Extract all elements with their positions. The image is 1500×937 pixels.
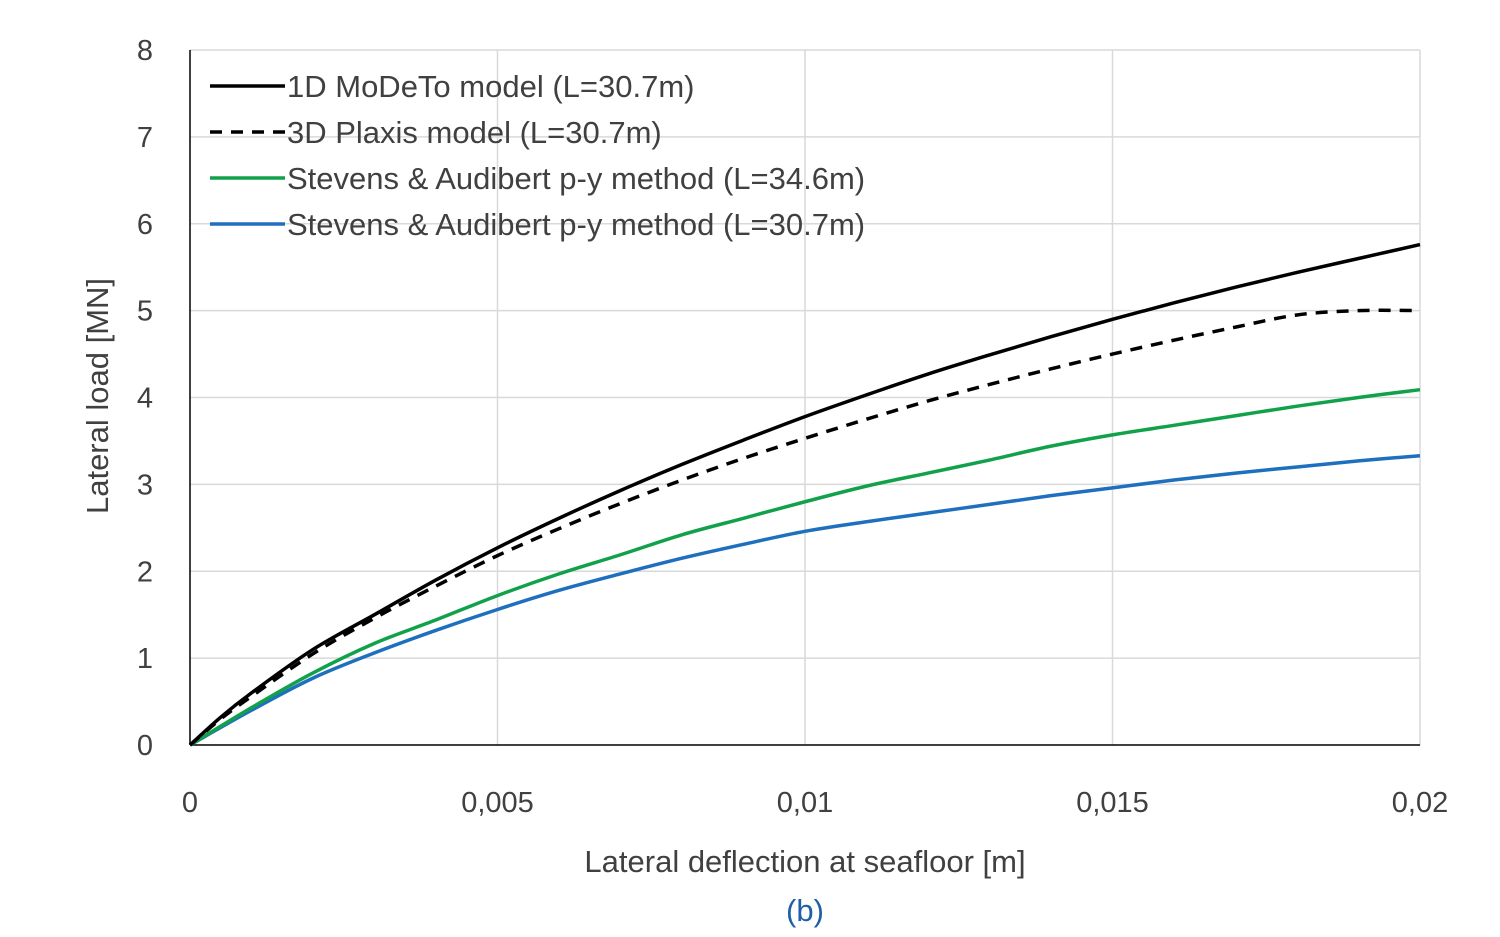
- y-tick-label: 5: [137, 296, 153, 328]
- x-tick-label: 0: [182, 787, 198, 819]
- series-line-2: [188, 308, 1421, 747]
- y-tick-label: 6: [137, 209, 153, 241]
- y-tick-label: 0: [137, 730, 153, 762]
- legend-label-4: Stevens & Audibert p-y method (L=30.7m): [287, 207, 865, 242]
- x-axis-title: Lateral deflection at seafloor [m]: [584, 844, 1025, 879]
- y-tick-label: 8: [137, 35, 153, 67]
- series-line-4: [189, 453, 1421, 747]
- legend: 1D MoDeTo model (L=30.7m) 3D Plaxis model…: [210, 69, 865, 242]
- y-tick-label: 2: [137, 556, 153, 588]
- series-layer: [188, 242, 1421, 747]
- x-tick-label: 0,02: [1392, 787, 1448, 819]
- y-tick-label: 1: [137, 643, 153, 675]
- legend-label-2: 3D Plaxis model (L=30.7m): [287, 115, 662, 150]
- y-axis-title: Lateral load [MN]: [80, 278, 115, 514]
- x-tick-label: 0,01: [777, 787, 833, 819]
- axes-layer: [189, 50, 1420, 746]
- y-tick-label: 3: [137, 469, 153, 501]
- legend-label-1: 1D MoDeTo model (L=30.7m): [287, 69, 694, 104]
- legend-label-3: Stevens & Audibert p-y method (L=34.6m): [287, 161, 865, 196]
- x-tick-label: 0,015: [1076, 787, 1149, 819]
- grid-layer: [190, 49, 1421, 745]
- series-line-3: [189, 387, 1421, 747]
- x-tick-label: 0,005: [461, 787, 534, 819]
- y-tick-label: 7: [137, 122, 153, 154]
- y-tick-label: 4: [137, 383, 153, 415]
- figure-caption: (b): [786, 893, 824, 928]
- series-line-1: [188, 242, 1421, 747]
- tick-labels: 0 0,005 0,01 0,015 0,02 0 1 2 3 4 5 6 7 8: [137, 35, 1448, 819]
